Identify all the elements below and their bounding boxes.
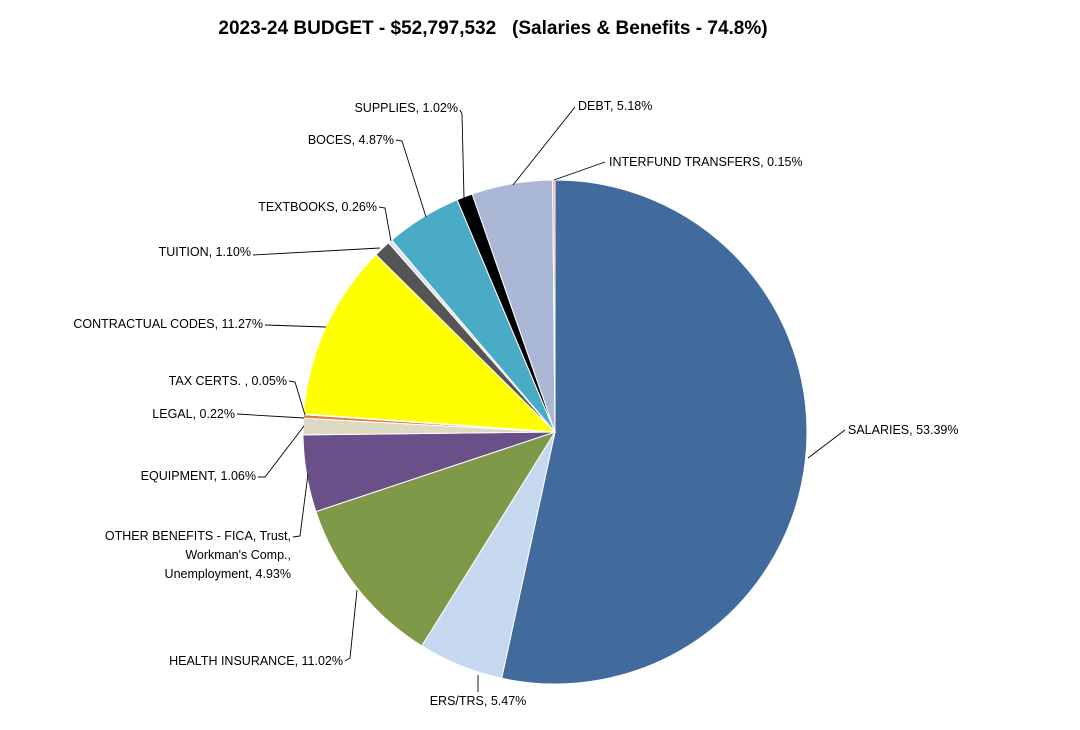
pie-slice bbox=[501, 179, 808, 685]
slice-label: SALARIES, 53.39% bbox=[848, 423, 958, 437]
slice-label: CONTRACTUAL CODES, 11.27% bbox=[73, 317, 263, 331]
slice-label: SUPPLIES, 1.02% bbox=[354, 101, 458, 115]
pie-slice bbox=[303, 254, 557, 433]
leader-line bbox=[264, 324, 327, 328]
leader-lines bbox=[236, 106, 846, 692]
slice-label: DEBT, 5.18% bbox=[578, 99, 652, 113]
leader-line bbox=[258, 425, 305, 478]
slice-label: OTHER BENEFITS - FICA, Trust, Workman's C… bbox=[105, 529, 291, 581]
leader-line bbox=[395, 139, 427, 218]
slice-label: EQUIPMENT, 1.06% bbox=[141, 469, 256, 483]
slice-label: ERS/TRS, 5.47% bbox=[430, 694, 527, 708]
leader-line bbox=[512, 106, 576, 186]
chart-title: 2023-24 BUDGET - $52,797,532 (Salaries &… bbox=[218, 18, 768, 39]
pie-slices bbox=[302, 179, 808, 685]
leader-line bbox=[378, 206, 392, 242]
slice-label: TEXTBOOKS, 0.26% bbox=[258, 200, 377, 214]
leader-line bbox=[252, 247, 381, 256]
slice-label: INTERFUND TRANSFERS, 0.15% bbox=[609, 155, 803, 169]
pie-slice bbox=[315, 431, 557, 647]
slice-label: HEALTH INSURANCE, 11.02% bbox=[169, 654, 343, 668]
slice-label: LEGAL, 0.22% bbox=[152, 407, 235, 421]
slice-labels: SALARIES, 53.39% ERS/TRS, 5.47% HEALTH INS… bbox=[73, 99, 958, 708]
slice-label: TUITION, 1.10% bbox=[159, 245, 251, 259]
leader-line bbox=[344, 589, 358, 662]
leader-line bbox=[236, 413, 305, 419]
slice-label: BOCES, 4.87% bbox=[308, 133, 394, 147]
leader-line bbox=[807, 429, 846, 459]
leader-line bbox=[459, 109, 465, 199]
leader-line bbox=[292, 473, 309, 538]
leader-line bbox=[288, 380, 306, 416]
slice-label: TAX CERTS. , 0.05% bbox=[169, 374, 287, 388]
leader-line bbox=[553, 161, 606, 181]
